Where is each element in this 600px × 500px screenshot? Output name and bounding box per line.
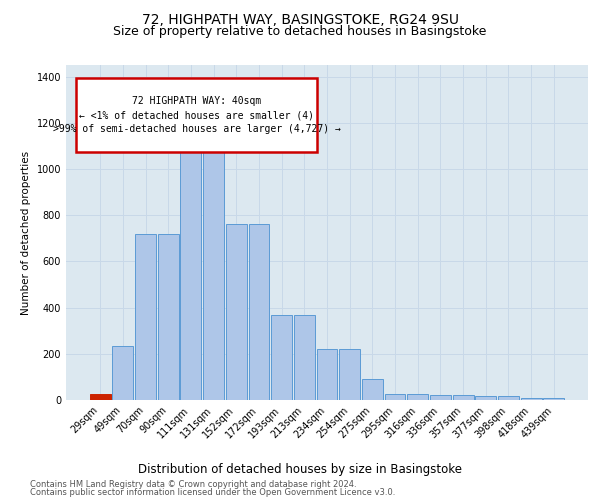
- Bar: [430, 395, 451, 400]
- Bar: [112, 346, 133, 400]
- Text: 72, HIGHPATH WAY, BASINGSTOKE, RG24 9SU: 72, HIGHPATH WAY, BASINGSTOKE, RG24 9SU: [142, 12, 458, 26]
- Bar: [385, 394, 406, 400]
- Bar: [203, 139, 224, 400]
- Bar: [407, 394, 428, 400]
- Bar: [362, 379, 383, 400]
- Bar: [317, 349, 337, 400]
- Bar: [135, 234, 156, 400]
- Bar: [271, 314, 292, 400]
- Y-axis label: Number of detached properties: Number of detached properties: [21, 150, 31, 314]
- Bar: [475, 396, 496, 400]
- Bar: [452, 395, 473, 400]
- Bar: [181, 144, 202, 400]
- Text: Size of property relative to detached houses in Basingstoke: Size of property relative to detached ho…: [113, 25, 487, 38]
- Bar: [339, 349, 360, 400]
- FancyBboxPatch shape: [76, 78, 317, 152]
- Bar: [294, 314, 315, 400]
- Bar: [226, 224, 247, 400]
- Bar: [544, 398, 564, 400]
- Text: Contains public sector information licensed under the Open Government Licence v3: Contains public sector information licen…: [30, 488, 395, 497]
- Bar: [90, 394, 110, 400]
- Text: Contains HM Land Registry data © Crown copyright and database right 2024.: Contains HM Land Registry data © Crown c…: [30, 480, 356, 489]
- Bar: [521, 398, 542, 400]
- Bar: [158, 234, 179, 400]
- Bar: [248, 224, 269, 400]
- Bar: [498, 396, 519, 400]
- Text: 72 HIGHPATH WAY: 40sqm
← <1% of detached houses are smaller (4)
>99% of semi-det: 72 HIGHPATH WAY: 40sqm ← <1% of detached…: [53, 96, 340, 134]
- Text: Distribution of detached houses by size in Basingstoke: Distribution of detached houses by size …: [138, 462, 462, 475]
